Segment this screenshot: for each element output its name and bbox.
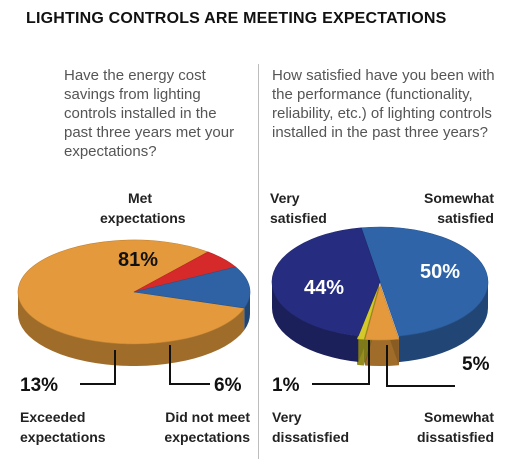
label-somewhat-satisfied-pct: 50% — [420, 261, 460, 283]
label-very-dissatisfied-pct: 1% — [272, 375, 300, 396]
label-did-not-meet-pct: 6% — [214, 375, 242, 396]
label-exceeded: Exceeded expectations — [20, 409, 106, 445]
pie-side-somewhat-dissatisfied — [365, 339, 399, 367]
left-question: Have the energy cost savings from lighti… — [64, 67, 235, 160]
pie-side-met-expectations — [18, 292, 245, 366]
label-very-dissatisfied: Very dissatisfied — [272, 409, 350, 445]
pie-side-somewhat-satisfied — [398, 282, 488, 363]
right-question: How satisfied have you been with the per… — [272, 67, 495, 141]
leader-very-dissatisfied — [312, 340, 370, 385]
label-somewhat-dissatisfied: Somewhat dissatisfied — [416, 409, 494, 445]
leader-did-not-meet — [169, 345, 210, 385]
chart-title: LIGHTING CONTROLS ARE MEETING EXPECTATIO… — [26, 10, 447, 27]
pie-side-exceeded-expectations — [244, 292, 250, 331]
pie-slice-exceeded-expectations — [133, 266, 251, 309]
label-very-satisfied-pct: 44% — [304, 277, 344, 299]
label-somewhat-satisfied: Somewhat satisfied — [423, 190, 494, 226]
label-very-satisfied: Very satisfied — [270, 190, 327, 226]
leader-somewhat-dissatisfied — [386, 345, 455, 387]
label-did-not-meet: Did not meet expectations — [164, 409, 250, 445]
label-met-pct: 81% — [118, 249, 158, 271]
label-exceeded-pct: 13% — [20, 375, 59, 396]
pie-slice-met-expectations — [17, 239, 245, 345]
right-pie — [271, 226, 488, 367]
left-pie — [17, 239, 251, 366]
leader-lines — [80, 340, 455, 387]
label-somewhat-dissatisfied-pct: 5% — [462, 354, 490, 375]
pie-slice-very-satisfied — [271, 227, 381, 337]
pie-slice-somewhat-dissatisfied — [364, 284, 400, 341]
panel-divider — [258, 64, 259, 459]
pie-slice-somewhat-satisfied — [360, 226, 488, 337]
leader-exceeded — [80, 350, 116, 385]
pie-side-very-satisfied — [272, 282, 359, 362]
label-met: Met expectations — [100, 190, 186, 226]
